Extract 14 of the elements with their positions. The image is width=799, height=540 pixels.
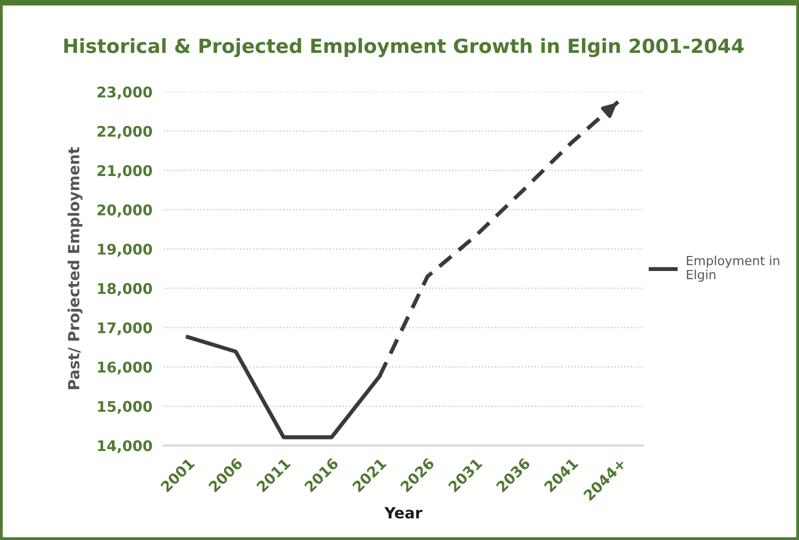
legend-label: Employment in Elgin — [686, 256, 780, 282]
y-tick-label: 17,000 — [98, 322, 152, 336]
chart-title: Historical & Projected Employment Growth in Elgin 2001-2044 — [64, 38, 744, 58]
y-tick-label: 22,000 — [98, 126, 152, 139]
y-tick-label: 14,000 — [98, 440, 152, 454]
y-tick-label: 18,000 — [98, 283, 152, 296]
y-tick-label: 15,000 — [98, 400, 152, 414]
y-tick-label: 23,000 — [98, 86, 152, 100]
y-tick-label: 21,000 — [98, 165, 152, 178]
y-axis-title: Past/ Projected Employment — [68, 147, 83, 390]
y-tick-label: 19,000 — [98, 244, 152, 257]
y-tick-label: 20,000 — [98, 204, 152, 218]
y-tick-label: 16,000 — [98, 362, 152, 375]
x-axis-title: Year — [384, 507, 422, 519]
